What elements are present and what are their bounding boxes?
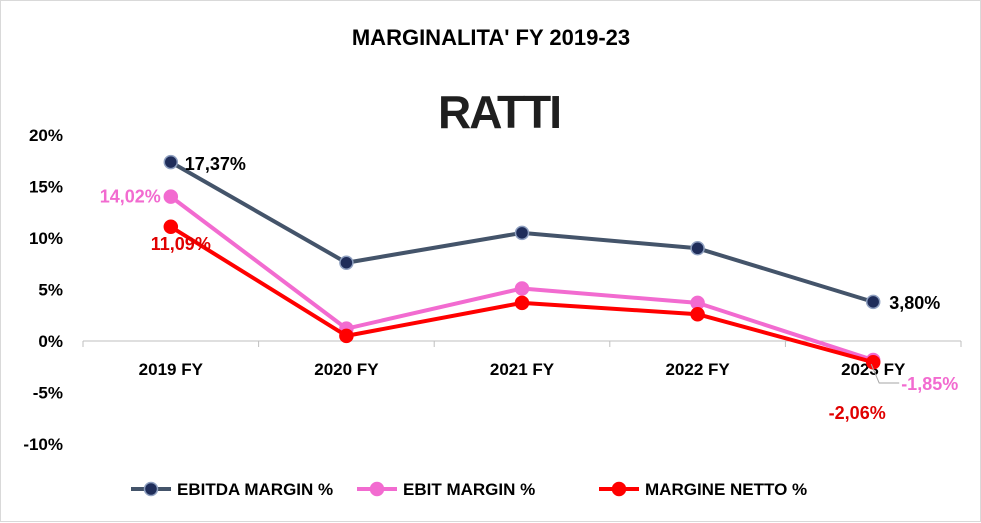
series-1 xyxy=(163,154,881,310)
legend-label: EBIT MARGIN % xyxy=(403,480,535,499)
y-tick-label: -10% xyxy=(23,435,63,454)
x-tick-label: 2022 FY xyxy=(665,360,730,379)
legend-item: MARGINE NETTO % xyxy=(599,480,807,499)
data-point xyxy=(163,189,179,204)
data-point xyxy=(690,241,705,256)
y-tick-label: 5% xyxy=(38,281,63,300)
x-tick-label: 2021 FY xyxy=(490,360,555,379)
data-point xyxy=(163,219,179,235)
ratti-logo: RATTI xyxy=(438,86,562,138)
legend-swatch-marker xyxy=(143,481,159,497)
data-label: 17,37% xyxy=(185,154,246,174)
data-label: 14,02% xyxy=(100,187,161,207)
data-point xyxy=(514,225,530,241)
x-tick-label: 2020 FY xyxy=(314,360,379,379)
y-tick-label: 15% xyxy=(29,178,63,197)
data-label: -2,06% xyxy=(829,403,886,423)
y-tick-label: 20% xyxy=(29,126,63,145)
legend-swatch-marker xyxy=(369,481,385,497)
data-label: 3,80% xyxy=(889,293,940,313)
data-point xyxy=(163,154,179,170)
data-label-leader-line xyxy=(870,363,900,384)
data-point xyxy=(339,255,354,270)
data-label: -1,85% xyxy=(901,374,958,394)
data-point xyxy=(514,281,530,296)
data-point xyxy=(339,328,354,344)
data-point xyxy=(865,294,881,310)
legend-item: EBITDA MARGIN % xyxy=(131,480,333,499)
chart-title: MARGINALITA' FY 2019-23 xyxy=(352,25,630,50)
x-tick-label: 2019 FY xyxy=(139,360,204,379)
legend-swatch-marker xyxy=(611,481,627,497)
data-point xyxy=(690,306,705,322)
logo-text: RATTI xyxy=(438,86,560,138)
legend-item: EBIT MARGIN % xyxy=(357,480,535,499)
data-label: 11,09% xyxy=(151,234,211,254)
data-point xyxy=(865,354,881,370)
series-2 xyxy=(163,189,881,368)
legend-label: EBITDA MARGIN % xyxy=(177,480,333,499)
y-tick-label: 0% xyxy=(38,332,63,351)
y-tick-label: 10% xyxy=(29,229,63,248)
legend-label: MARGINE NETTO % xyxy=(645,480,807,499)
y-tick-label: -5% xyxy=(33,384,63,403)
data-point xyxy=(514,295,530,311)
